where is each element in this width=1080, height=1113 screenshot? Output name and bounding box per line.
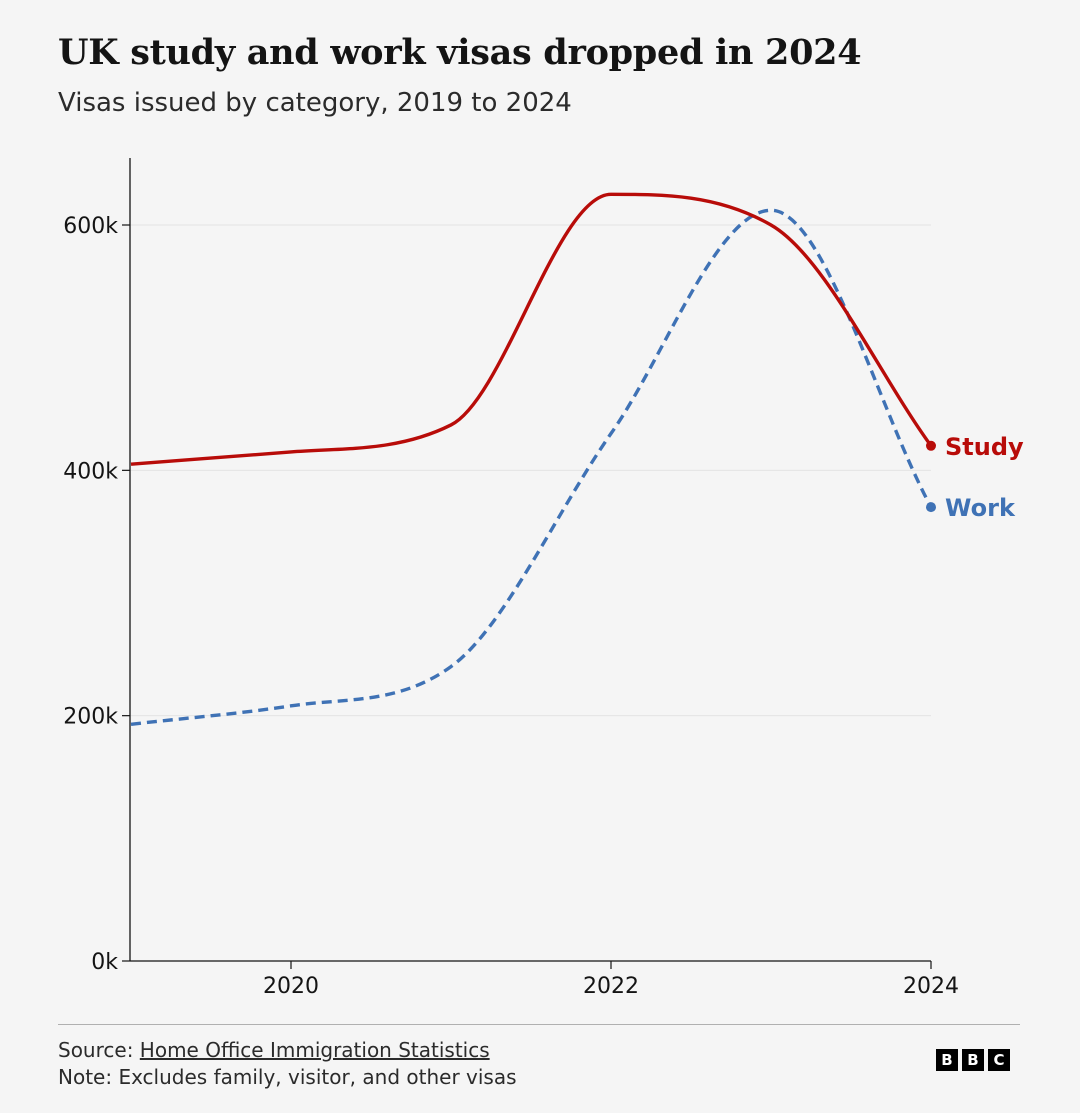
y-tick-label: 400k (63, 459, 118, 484)
chart-subtitle: Visas issued by category, 2019 to 2024 (58, 88, 572, 118)
source-line: Source: Home Office Immigration Statisti… (58, 1038, 490, 1062)
source-link[interactable]: Home Office Immigration Statistics (139, 1038, 490, 1062)
chart-title: UK study and work visas dropped in 2024 (58, 32, 862, 73)
line-chart: 0k 200k 400k 600k 2020 2022 2024 Work Study (63, 158, 1024, 999)
series-endpoint-study (926, 440, 936, 451)
gridlines (130, 224, 931, 717)
series-line-study (130, 192, 933, 466)
series-endpoint-work (926, 502, 936, 513)
logo-letter: B (936, 1049, 958, 1071)
logo-letter: B (962, 1049, 984, 1071)
y-tick-label: 200k (63, 705, 118, 730)
series-label-study: Study (945, 433, 1024, 461)
y-tick-label: 0k (91, 950, 118, 975)
logo-letter: C (988, 1049, 1010, 1071)
footer-divider (58, 1024, 1020, 1025)
series-labels: Work Study (945, 433, 1024, 522)
axes: 0k 200k 400k 600k 2020 2022 2024 (63, 158, 959, 999)
bbc-logo: B B C (936, 1049, 1010, 1071)
series-label-work: Work (945, 494, 1016, 522)
series (130, 192, 936, 726)
x-tick-label: 2024 (903, 974, 959, 999)
y-tick-label: 600k (63, 214, 118, 239)
note-line: Note: Excludes family, visitor, and othe… (58, 1065, 517, 1089)
x-tick-label: 2020 (263, 974, 319, 999)
source-prefix: Source: (58, 1038, 140, 1062)
x-tick-label: 2022 (583, 974, 639, 999)
series-line-work (130, 208, 933, 726)
